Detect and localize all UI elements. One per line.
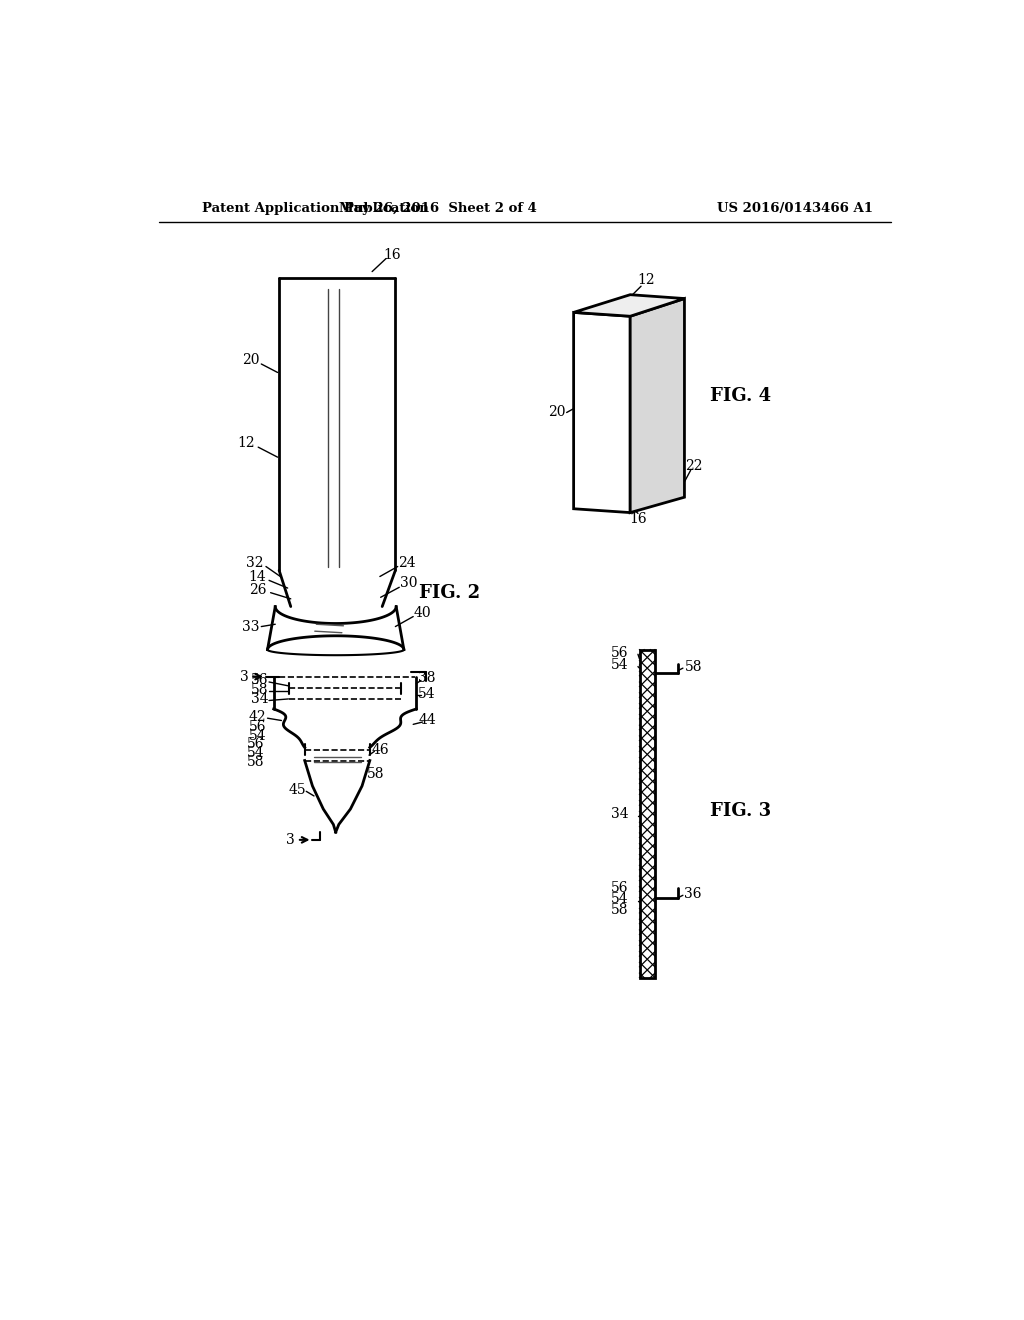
Text: 58: 58 [611, 903, 629, 917]
Text: 12: 12 [238, 437, 255, 450]
Text: FIG. 3: FIG. 3 [710, 803, 771, 820]
Text: 12: 12 [637, 273, 654, 286]
Text: 54: 54 [611, 659, 629, 672]
Text: 26: 26 [250, 582, 267, 597]
Text: 54: 54 [418, 686, 435, 701]
Text: 16: 16 [629, 512, 647, 525]
Text: 34: 34 [611, 808, 629, 821]
Text: 45: 45 [288, 783, 306, 797]
Text: 54: 54 [611, 892, 629, 906]
Text: 58: 58 [251, 682, 268, 697]
Text: 33: 33 [242, 619, 259, 634]
Polygon shape [630, 298, 684, 512]
Polygon shape [573, 294, 684, 317]
Text: 58: 58 [368, 767, 385, 781]
Text: 36: 36 [684, 887, 701, 900]
Text: 42: 42 [249, 710, 266, 723]
Text: 30: 30 [399, 577, 418, 590]
Text: 54: 54 [247, 746, 264, 760]
Polygon shape [640, 649, 655, 978]
Text: 56: 56 [611, 645, 629, 660]
Text: 20: 20 [548, 405, 565, 420]
Text: 58: 58 [684, 660, 701, 673]
Text: 34: 34 [251, 692, 268, 706]
Text: 3: 3 [240, 669, 249, 684]
Text: 56: 56 [249, 719, 266, 734]
Text: 44: 44 [419, 714, 437, 727]
Polygon shape [573, 313, 630, 512]
Text: 38: 38 [418, 671, 435, 685]
Text: 56: 56 [247, 737, 264, 751]
Text: 14: 14 [249, 569, 266, 583]
Text: FIG. 4: FIG. 4 [710, 387, 771, 404]
Text: 40: 40 [414, 606, 431, 619]
Text: Patent Application Publication: Patent Application Publication [202, 202, 428, 215]
Text: 16: 16 [383, 248, 401, 263]
Text: 32: 32 [246, 556, 263, 570]
Text: US 2016/0143466 A1: US 2016/0143466 A1 [717, 202, 873, 215]
Text: May 26, 2016  Sheet 2 of 4: May 26, 2016 Sheet 2 of 4 [339, 202, 537, 215]
Text: 54: 54 [249, 729, 266, 743]
Text: 58: 58 [247, 755, 264, 770]
Text: 24: 24 [398, 556, 416, 570]
Text: FIG. 2: FIG. 2 [419, 585, 480, 602]
Text: 46: 46 [371, 743, 389, 756]
Text: 56: 56 [251, 673, 268, 688]
Text: 56: 56 [611, 882, 629, 895]
Text: 20: 20 [242, 354, 259, 367]
Text: 22: 22 [685, 459, 702, 474]
Text: 3: 3 [287, 833, 295, 847]
